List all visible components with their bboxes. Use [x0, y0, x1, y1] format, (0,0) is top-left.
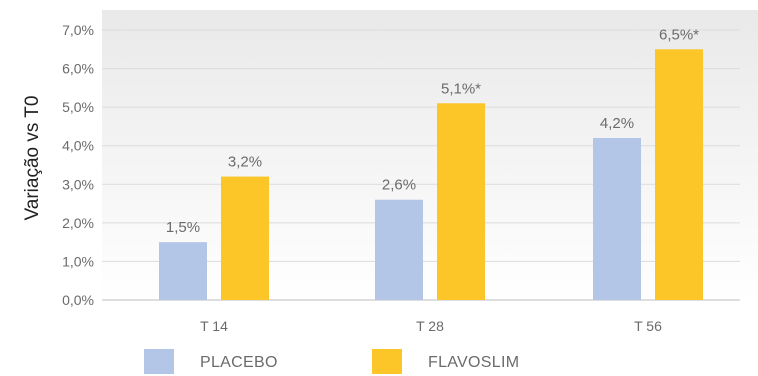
legend: PLACEBO FLAVOSLIM — [144, 349, 519, 374]
data-label: 4,2% — [600, 115, 634, 132]
data-label: 6,5%* — [659, 26, 699, 43]
x-tick-label: T 28 — [416, 318, 444, 334]
legend-swatch — [144, 349, 174, 374]
plot-background — [102, 10, 758, 302]
y-tick-label: 2,0% — [62, 215, 94, 231]
bar-flavoslim-3 — [655, 49, 703, 301]
data-labels: 1,5% 3,2% 2,6% 5,1%* 4,2% 6,5%* — [166, 26, 699, 236]
y-tick-label: 4,0% — [62, 138, 94, 154]
bar-placebo-2 — [375, 199, 423, 300]
bar-placebo-1 — [159, 242, 207, 300]
bar-placebo-3 — [593, 138, 641, 300]
x-tick-label: T 14 — [200, 318, 228, 334]
y-tick-label: 3,0% — [62, 176, 94, 192]
bars — [159, 49, 703, 301]
bar-flavoslim-2 — [437, 103, 485, 301]
legend-label: FLAVOSLIM — [428, 354, 519, 371]
y-tick-label: 5,0% — [62, 99, 94, 115]
legend-swatch — [372, 349, 402, 374]
y-axis-label: Variação vs T0 — [22, 96, 43, 221]
y-tick-label: 1,0% — [62, 253, 94, 269]
x-tick-label: T 56 — [634, 318, 662, 334]
data-label: 3,2% — [228, 154, 262, 171]
bar-flavoslim-1 — [221, 176, 269, 300]
y-tick-label: 0,0% — [62, 292, 94, 308]
legend-label: PLACEBO — [200, 354, 278, 371]
category-labels: T 14 T 28 T 56 — [200, 318, 662, 334]
data-label: 1,5% — [166, 219, 200, 236]
data-label: 5,1%* — [441, 80, 481, 97]
y-tick-label: 7,0% — [62, 22, 94, 38]
y-tick-label: 6,0% — [62, 61, 94, 77]
data-label: 2,6% — [382, 177, 416, 194]
y-tick-labels: 0,0% 1,0% 2,0% 3,0% 4,0% 5,0% 6,0% 7,0% — [62, 22, 94, 308]
